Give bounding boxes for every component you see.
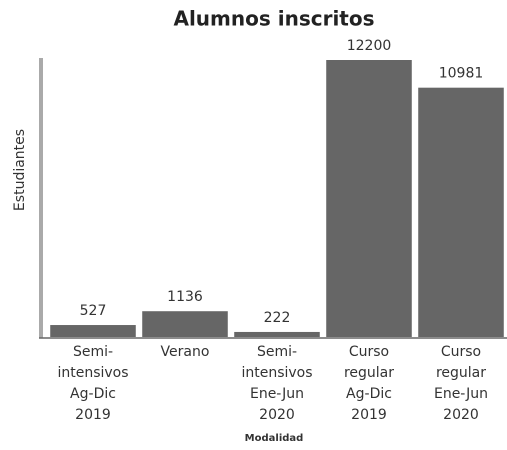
y-axis-label: Estudiantes (12, 129, 28, 211)
x-tick-label: Ene-Jun (434, 386, 488, 402)
x-tick-label: Ag-Dic (70, 386, 116, 402)
x-tick-label: Verano (161, 344, 210, 360)
bar (142, 311, 228, 337)
bar (234, 331, 320, 337)
x-tick-label: Curso (441, 344, 481, 360)
x-tick-label: Semi- (73, 344, 113, 360)
x-tick-label: Ag-Dic (346, 386, 392, 402)
value-label: 1136 (167, 289, 203, 305)
x-tick-label: 2019 (351, 407, 387, 423)
chart-title: Alumnos inscritos (173, 7, 374, 31)
x-tick-label: Semi- (257, 344, 297, 360)
x-tick-label: regular (344, 365, 394, 381)
x-tick-label: 2019 (75, 407, 111, 423)
bar (50, 325, 136, 337)
value-label: 527 (80, 303, 107, 319)
value-label: 222 (264, 310, 291, 326)
x-tick-label: 2020 (443, 407, 479, 423)
x-tick-label: intensivos (57, 365, 128, 381)
x-tick-label: Curso (349, 344, 389, 360)
x-tick-label: intensivos (241, 365, 312, 381)
x-tick-label: regular (436, 365, 486, 381)
x-axis-label: Modalidad (245, 433, 304, 444)
bar (418, 87, 504, 337)
x-tick-label: 2020 (259, 407, 295, 423)
value-label: 10981 (439, 66, 484, 82)
value-label: 12200 (347, 38, 392, 54)
x-tick-label: Ene-Jun (250, 386, 304, 402)
bar (326, 60, 412, 337)
